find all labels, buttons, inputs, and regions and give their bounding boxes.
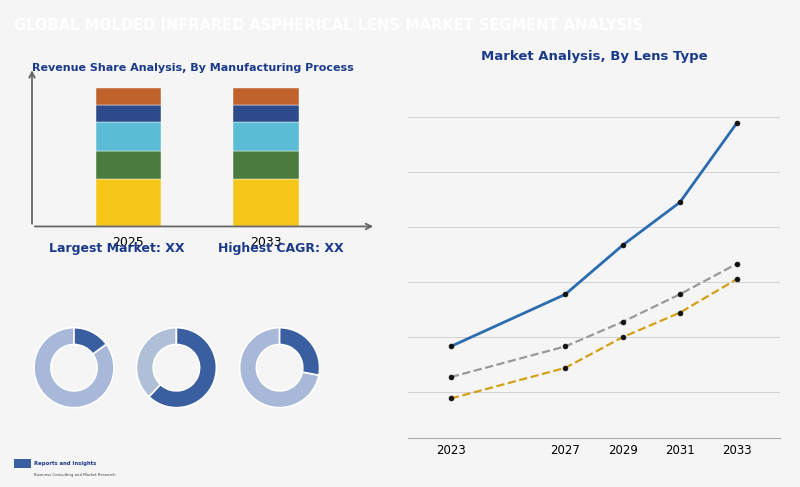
Wedge shape xyxy=(240,328,319,408)
Bar xyxy=(234,179,298,226)
Bar xyxy=(96,105,161,122)
Text: Business Consulting and Market Research: Business Consulting and Market Research xyxy=(34,472,116,477)
Wedge shape xyxy=(137,328,177,397)
Bar xyxy=(96,179,161,226)
Text: GLOBAL MOLDED INFRARED ASPHERICAL LENS MARKET SEGMENT ANALYSIS: GLOBAL MOLDED INFRARED ASPHERICAL LENS M… xyxy=(14,18,643,33)
Text: Highest CAGR: XX: Highest CAGR: XX xyxy=(218,242,343,255)
Bar xyxy=(96,150,161,179)
Bar xyxy=(96,122,161,150)
Title: Market Analysis, By Lens Type: Market Analysis, By Lens Type xyxy=(481,50,707,62)
Text: Revenue Share Analysis, By Manufacturing Process: Revenue Share Analysis, By Manufacturing… xyxy=(32,63,354,74)
Bar xyxy=(234,150,298,179)
Wedge shape xyxy=(149,328,216,408)
Bar xyxy=(234,88,298,105)
Text: Reports and Insights: Reports and Insights xyxy=(34,461,97,467)
Text: Largest Market: XX: Largest Market: XX xyxy=(50,242,185,255)
Text: 2033: 2033 xyxy=(250,236,282,249)
Wedge shape xyxy=(34,328,114,408)
Bar xyxy=(234,105,298,122)
Bar xyxy=(234,122,298,150)
Bar xyxy=(14,459,30,468)
Bar xyxy=(96,88,161,105)
Text: 2025: 2025 xyxy=(113,236,144,249)
Wedge shape xyxy=(74,328,106,354)
Wedge shape xyxy=(280,328,319,375)
